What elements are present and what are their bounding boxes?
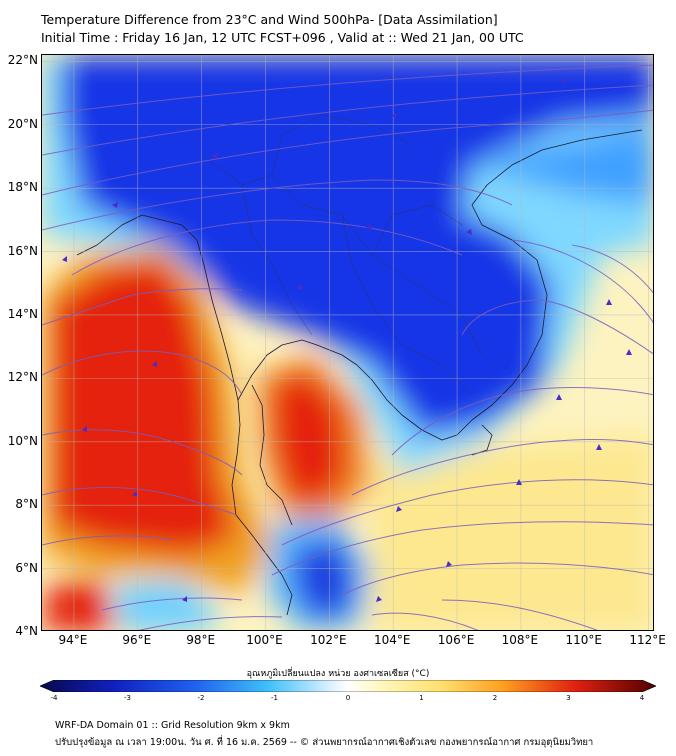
lat-label: 14°N	[7, 306, 38, 321]
lon-label: 112°E	[629, 633, 666, 647]
colorbar-tick: -4	[50, 694, 58, 702]
colorbar-tick: 3	[566, 694, 571, 702]
temperature-wind-map	[42, 55, 653, 630]
colorbar	[40, 680, 656, 692]
lon-label: 108°E	[501, 633, 539, 647]
lat-label: 12°N	[7, 370, 38, 385]
wind-arrows	[62, 78, 632, 602]
map-title: Temperature Difference from 23°C and Win…	[41, 12, 498, 27]
lon-label: 106°E	[437, 633, 475, 647]
colorbar-tick: -1	[271, 694, 278, 702]
coastline	[76, 129, 643, 616]
map-panel[interactable]	[41, 54, 654, 631]
colorbar-tick: -3	[124, 694, 131, 702]
lat-label: 16°N	[7, 243, 38, 258]
lat-label: 8°N	[15, 497, 38, 512]
colorbar-tick: 0	[345, 694, 351, 702]
wind-streamlines	[42, 64, 653, 630]
colorbar-tick: -2	[197, 694, 205, 702]
footer-credit: ปรับปรุงข้อมูล ณ เวลา 19:00น. วัน ศ. ที่…	[55, 737, 594, 748]
lon-label: 104°E	[373, 633, 411, 647]
lat-label: 10°N	[7, 433, 38, 448]
lat-label: 6°N	[15, 560, 38, 575]
lon-label: 96°E	[122, 633, 152, 647]
colorbar-title: อุณหภูมิเปลี่ยนแปลง หน่วย องศาเซลเซียส (…	[246, 669, 430, 679]
lon-label: 98°E	[186, 633, 216, 647]
colorbar-tick: 1	[419, 694, 424, 702]
map-subtitle: Initial Time : Friday 16 Jan, 12 UTC FCS…	[41, 30, 524, 45]
lat-label: 20°N	[7, 116, 38, 131]
lon-label: 94°E	[58, 633, 88, 647]
lat-label: 18°N	[7, 180, 38, 195]
colorbar-tick: 2	[492, 694, 498, 702]
lat-label: 22°N	[7, 53, 38, 68]
colorbar-tick: 4	[639, 694, 645, 702]
lon-label: 110°E	[565, 633, 603, 647]
lat-label: 4°N	[15, 624, 38, 638]
footer-model-info: WRF-DA Domain 01 :: Grid Resolution 9km …	[55, 720, 290, 731]
lon-label: 100°E	[246, 633, 283, 647]
lon-label: 102°E	[310, 633, 347, 647]
temperature-field	[42, 55, 653, 630]
